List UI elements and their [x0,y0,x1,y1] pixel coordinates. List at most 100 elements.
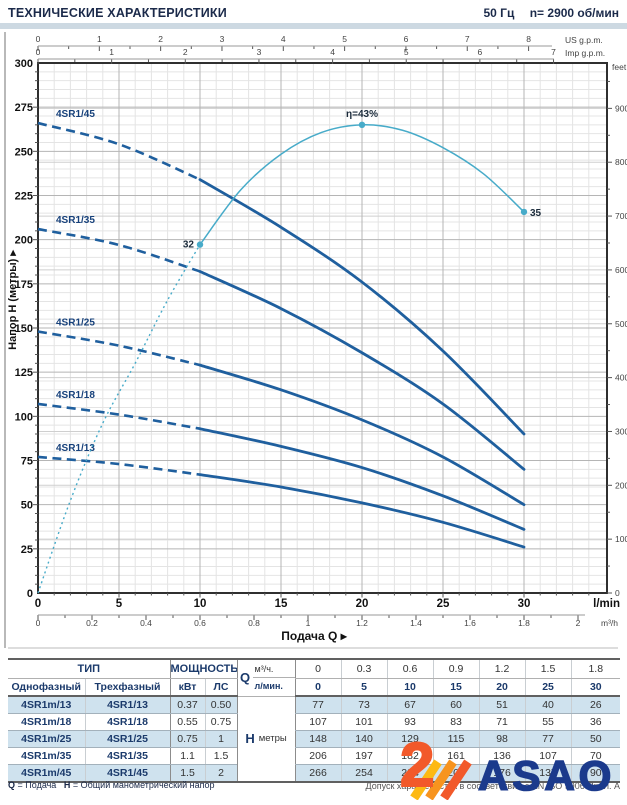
y-tick-label: 250 [15,146,33,158]
curve-label: 4SR1/35 [56,215,95,226]
y-tick-label: 100 [15,411,33,423]
feet-tick-label: 200 [615,480,627,490]
h-value: 206 [294,747,342,765]
y-tick-label: 25 [21,544,33,556]
q-lmin-unit: л/мин. [252,677,295,695]
h-value: 36 [570,713,621,731]
h-value: 115 [432,730,480,748]
q-m3h-value: 0.3 [340,659,388,679]
header-single-phase: Однофазный [8,678,85,697]
x-tick-label: 25 [437,598,450,610]
h-value: 254 [340,764,388,782]
h-value: 176 [478,764,526,782]
curve-label: 4SR1/18 [56,390,95,401]
logo-text: ASAO [478,752,615,799]
power-hp: 1 [204,730,238,748]
feet-tick-label: 400 [615,373,627,383]
feet-tick-label: 800 [615,157,627,167]
model-three-phase: 4SR1/25 [84,730,171,748]
y-axis-title: Напор H (метры) ▸ [7,250,19,350]
impgpm-unit-label: Imp g.p.m. [565,48,605,58]
efficiency-curve-dotted [37,244,201,594]
m3h-unit-label: m³/h [601,618,618,628]
impgpm-tick-label: 7 [551,47,556,57]
feet-tick-label: 500 [615,319,627,329]
q-m3h-value: 0 [294,659,342,679]
header-rule [0,23,627,29]
frequency-value: 50 Гц [483,6,515,20]
impgpm-tick-label: 4 [330,47,335,57]
curve-4SR1/13 [198,473,526,549]
h-value: 137 [524,764,572,782]
pump-curve-chart: 0255075100125150175200225250275300010020… [7,34,627,649]
y-tick-label: 125 [15,367,33,379]
y-tick-label: 175 [15,279,33,291]
curve-dashed-4SR1/18 [37,402,201,430]
logo-mark: 2 [400,731,434,800]
curve-4SR1/18 [198,427,526,531]
grid-feet [38,107,607,540]
power-kw: 0.37 [169,696,206,714]
curve-4SR1/35 [198,270,526,471]
impgpm-tick-label: 5 [404,47,409,57]
usgpm-tick-label: 6 [404,34,409,44]
power-kw: 1.1 [169,747,206,765]
h-value: 77 [294,696,342,714]
x-tick-label: 10 [194,598,207,610]
h-value: 51 [478,696,526,714]
h-value: 26 [570,696,621,714]
y-tick-label: 50 [21,500,33,512]
h-symbol: H [63,780,71,790]
q-symbol: Q [8,780,16,790]
h-value: 50 [570,730,621,748]
y-tick-label: 300 [15,58,33,70]
curve-4SR1/25 [198,363,526,507]
usgpm-tick-label: 5 [342,34,347,44]
asao-logo: 2 ASAO [382,728,627,801]
efficiency-point-label: 32 [183,240,195,251]
h-definition: = Общий манометрический напор [72,780,215,790]
curve-dashed-4SR1/25 [37,330,201,367]
logo-stripe-1 [410,759,442,801]
q-lmin-value: 30 [570,678,621,697]
y-tick-label: 0 [27,588,33,600]
h-value: 77 [524,730,572,748]
q-m3h-unit: м³/ч. [254,663,274,674]
lmin-unit-label: l/min [593,598,620,610]
power-kw: 1.5 [169,764,206,782]
h-value: 60 [432,696,480,714]
y-tick-label: 225 [15,191,33,203]
m3h-tick-label: 1 [306,618,311,628]
curve-label: 4SR1/45 [56,109,95,120]
page-title: ТЕХНИЧЕСКИЕ ХАРАКТЕРИСТИКИ [8,6,227,20]
table-row: 4SR1m/25 4SR1/25 0.75 1 148 140 129 115 98 77 50 [8,730,621,748]
left-margin-line [4,32,6,648]
h-letter: H [245,731,255,747]
speed-value: n= 2900 об/мин [529,6,619,20]
q-m3h-value: 0.9 [432,659,480,679]
curve-dashed-4SR1/35 [37,227,201,273]
tolerance-footnote: Допуск характеристик в соответствии с EN… [365,781,620,791]
feet-tick-label: 900 [615,103,627,113]
q-m3h-value: 0.6 [386,659,434,679]
h-value: 266 [294,764,342,782]
x-tick-label: 5 [116,598,123,610]
q-letter: Q [239,670,251,686]
efficiency-point-label: 35 [530,208,542,219]
h-value: 129 [386,730,434,748]
h-unit: метры [258,733,287,745]
usgpm-tick-label: 7 [465,34,470,44]
m3h-tick-label: 0.8 [248,618,260,628]
h-value: 83 [432,713,480,731]
power-hp: 0.75 [204,713,238,731]
power-hp: 0.50 [204,696,238,714]
h-value: 148 [294,730,342,748]
curve-dashed-4SR1/13 [37,455,201,476]
y-tick-label: 200 [15,235,33,247]
power-kw: 0.55 [169,713,206,731]
h-value: 161 [432,747,480,765]
model-single-phase: 4SR1m/18 [8,713,85,731]
table-row: 4SR1m/35 4SR1/35 1.1 1.5 206 197 182 161 136 107 7… [8,747,621,765]
h-value: 67 [386,696,434,714]
